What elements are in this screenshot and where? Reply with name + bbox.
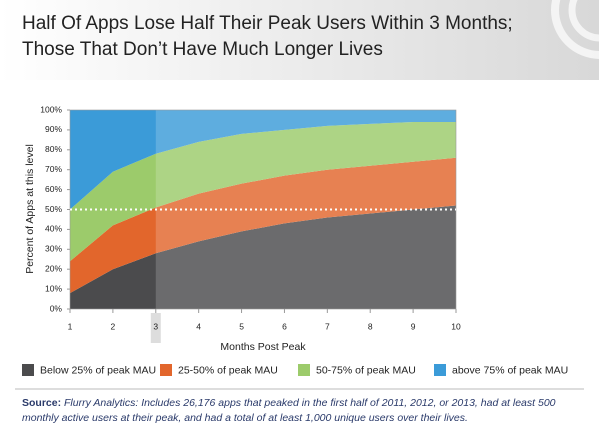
y-tick-label: 40% <box>45 224 62 234</box>
source-label: Source: <box>22 397 62 409</box>
y-tick-label: 10% <box>45 283 62 293</box>
x-tick-label: 10 <box>451 321 461 331</box>
y-tick-label: 20% <box>45 263 62 273</box>
x-axis-label: Months Post Peak <box>220 341 306 353</box>
x-tick-label: 2 <box>111 321 116 331</box>
source-note: Source: Flurry Analytics: Includes 26,17… <box>22 396 582 426</box>
x-tick-label: 5 <box>239 321 244 331</box>
chart: Half Of Apps Lose Half Their Peak Users … <box>0 0 599 390</box>
area <box>70 205 456 309</box>
logo-ring <box>568 0 599 42</box>
y-tick-label: 50% <box>45 204 62 214</box>
legend-label: above 75% of peak MAU <box>452 364 568 376</box>
header-band <box>0 0 599 80</box>
x-tick-label: 8 <box>368 321 373 331</box>
highlight-tick <box>150 313 161 343</box>
area <box>70 157 456 294</box>
y-tick-label: 80% <box>45 144 62 154</box>
x-tick-label: 3 <box>153 321 158 331</box>
legend-swatch <box>298 364 310 376</box>
legend-swatch <box>22 364 34 376</box>
x-tick-label: 6 <box>282 321 287 331</box>
legend-label: 25-50% of peak MAU <box>178 364 278 376</box>
legend-label: Below 25% of peak MAU <box>40 364 156 376</box>
x-tick-label: 1 <box>68 321 73 331</box>
x-tick-label: 9 <box>411 321 416 331</box>
y-tick-label: 70% <box>45 164 62 174</box>
y-tick-label: 30% <box>45 244 62 254</box>
legend-swatch <box>434 364 446 376</box>
chart-subtitle: Those That Don’t Have Much Longer Lives <box>22 39 383 60</box>
y-axis-label: Percent of Apps at this level <box>24 144 36 274</box>
logo-ring <box>551 0 599 59</box>
legend-swatch <box>160 364 172 376</box>
y-tick-label: 0% <box>50 303 63 313</box>
area <box>70 110 456 210</box>
source-text: Flurry Analytics: Includes 26,176 apps t… <box>22 397 556 424</box>
x-tick-label: 4 <box>196 321 201 331</box>
x-tick-label: 7 <box>325 321 330 331</box>
y-tick-label: 90% <box>45 124 62 134</box>
chart-title: Half Of Apps Lose Half Their Peak Users … <box>22 13 513 34</box>
y-tick-label: 60% <box>45 184 62 194</box>
y-tick-label: 100% <box>40 104 62 114</box>
legend-label: 50-75% of peak MAU <box>316 364 416 376</box>
area <box>70 121 456 262</box>
